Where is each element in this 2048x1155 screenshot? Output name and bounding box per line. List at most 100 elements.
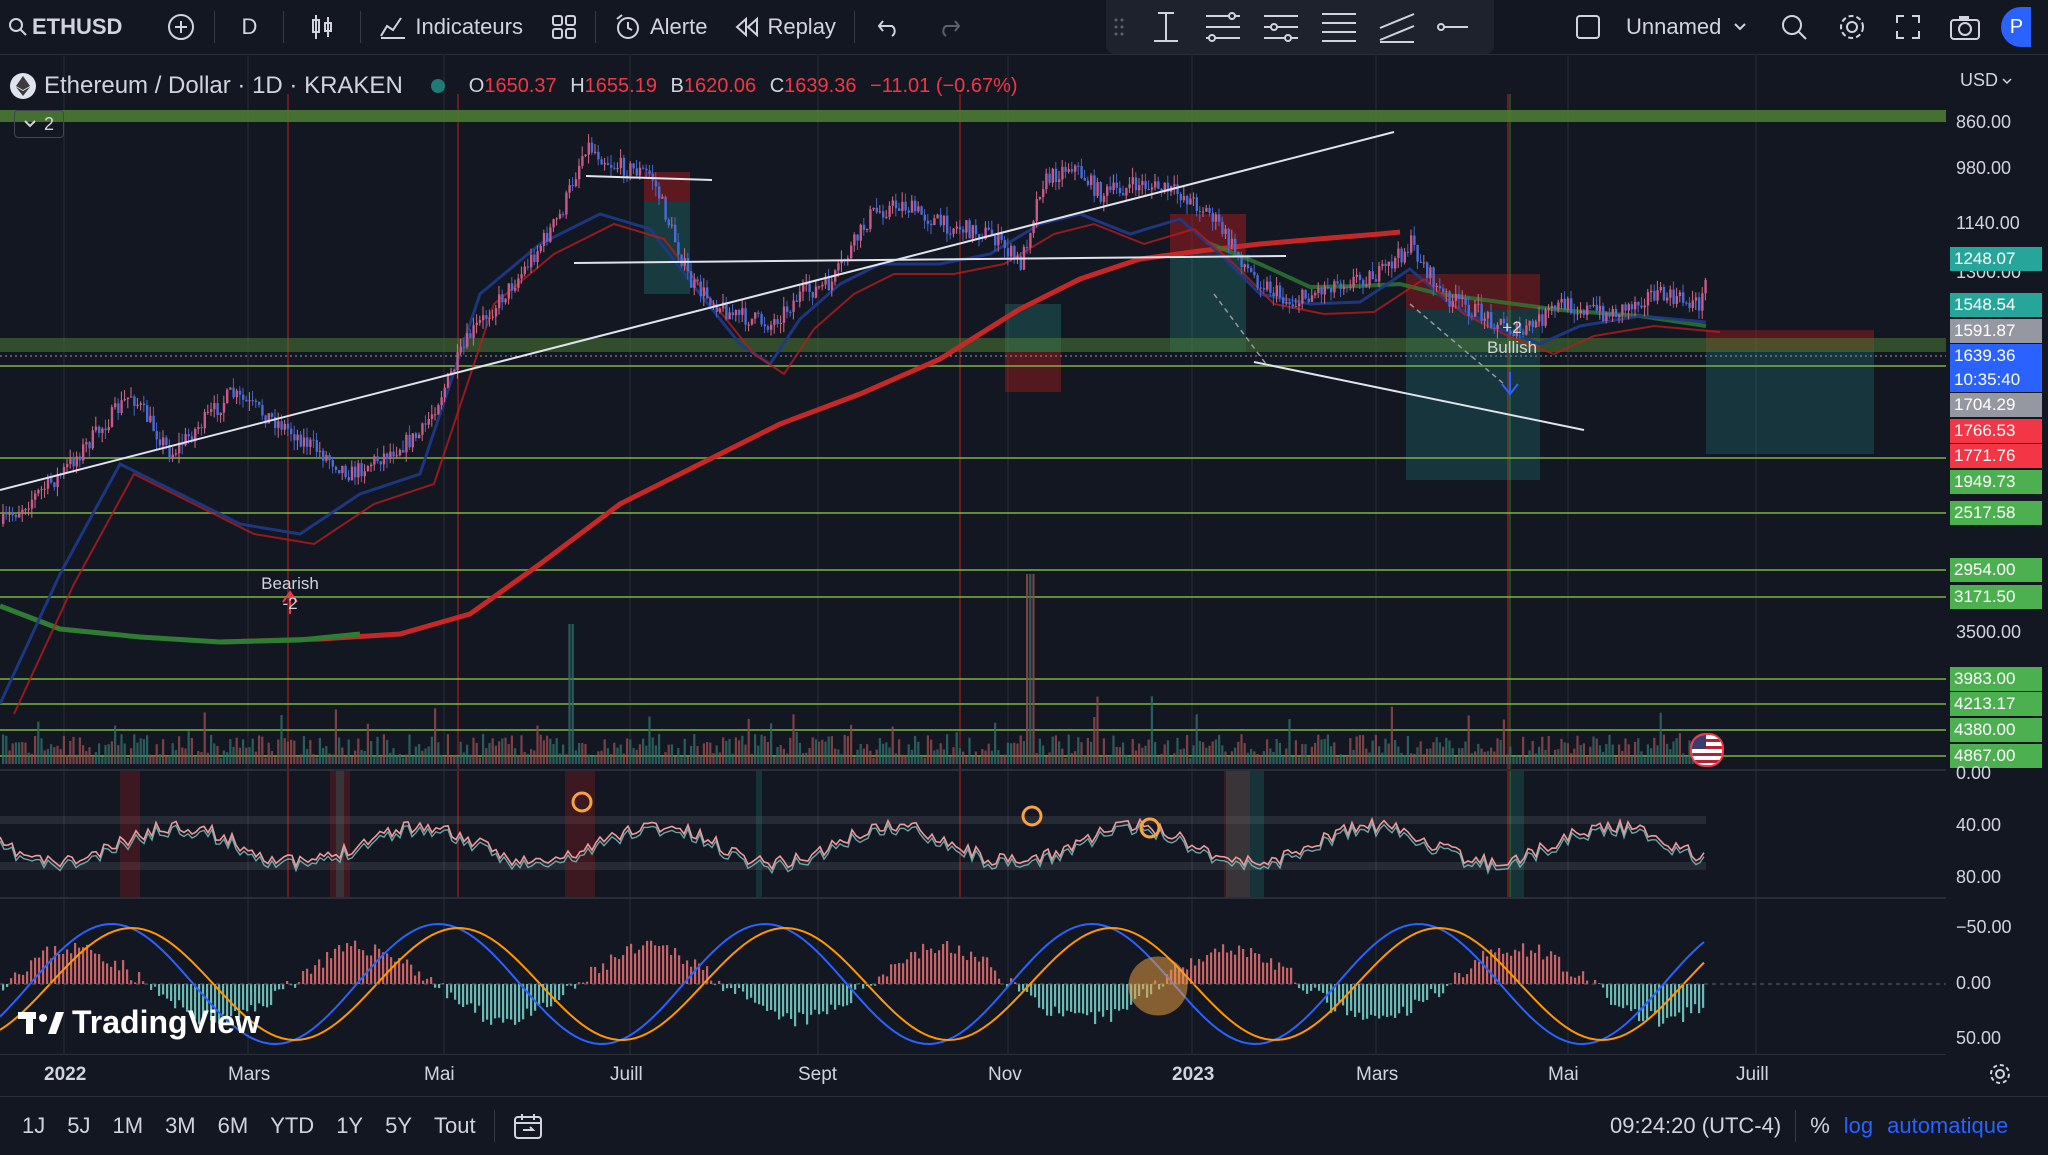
parallel-channel-icon[interactable] (1378, 10, 1416, 44)
fib-retracement-icon[interactable] (1204, 10, 1242, 44)
range-button-1y[interactable]: 1Y (336, 1113, 363, 1139)
price-chart[interactable] (0, 54, 1946, 1054)
macd-histogram-bar (434, 984, 436, 988)
volume-bar (133, 734, 135, 764)
range-button-1m[interactable]: 1M (113, 1113, 144, 1139)
candle-body (946, 216, 948, 234)
volume-bar (1096, 697, 1098, 764)
chart-type-button[interactable] (288, 0, 356, 54)
candle-body (1471, 316, 1473, 317)
indicators-button[interactable]: Indicateurs (365, 0, 537, 54)
volume-bar (597, 751, 599, 764)
horizontal-ray-icon[interactable] (1436, 17, 1470, 37)
candle-body (1084, 178, 1086, 181)
layout-button[interactable]: Unnamed (1560, 0, 1761, 54)
symbol-search-button[interactable]: ETHUSD (0, 0, 136, 54)
macd-histogram-bar (270, 984, 272, 1005)
macd-histogram-bar (1438, 984, 1440, 997)
volume-bar (200, 752, 202, 764)
macd-histogram-bar (1674, 984, 1676, 1016)
volume-bar (581, 743, 583, 764)
percent-scale-toggle[interactable]: % (1810, 1113, 1830, 1139)
candle-body (124, 399, 126, 400)
candle-body (1384, 264, 1386, 266)
candle-body (741, 308, 743, 315)
redo-button[interactable] (919, 0, 979, 54)
undo-button[interactable] (859, 0, 919, 54)
candle-body (658, 187, 660, 199)
volume-bar (1589, 747, 1591, 764)
range-button-1j[interactable]: 1J (22, 1113, 45, 1139)
fullscreen-button[interactable] (1881, 0, 1935, 54)
templates-button[interactable] (537, 0, 591, 54)
profile-button[interactable]: P (2001, 7, 2031, 47)
fib-extension-icon[interactable] (1262, 10, 1300, 44)
macd-histogram-bar (1622, 984, 1624, 1008)
candle-body (8, 514, 10, 515)
volume-bar (1042, 746, 1044, 764)
volume-bar (1570, 753, 1572, 764)
volume-bar (514, 748, 516, 764)
candle-body (204, 412, 206, 428)
macd-histogram-bar (1030, 984, 1032, 996)
redo-icon (937, 17, 961, 37)
range-button-tout[interactable]: Tout (434, 1113, 476, 1139)
range-button-5j[interactable]: 5J (67, 1113, 90, 1139)
volume-bar (1301, 744, 1303, 764)
macd-histogram-bar (1014, 982, 1016, 984)
range-button-6m[interactable]: 6M (218, 1113, 249, 1139)
candle-body (1663, 287, 1665, 301)
range-button-3m[interactable]: 3M (165, 1113, 196, 1139)
tradingview-logo[interactable]: TradingView (18, 1004, 260, 1041)
candle-body (357, 463, 359, 477)
compare-symbol-button[interactable] (152, 0, 210, 54)
candle-body (252, 400, 254, 401)
candle-body (1093, 175, 1095, 196)
volume-bar (1679, 733, 1681, 764)
candle-body (1039, 197, 1041, 199)
macd-histogram-bar (1578, 976, 1580, 984)
range-button-ytd[interactable]: YTD (270, 1113, 314, 1139)
candle-body (5, 513, 7, 514)
candle-body (1052, 169, 1054, 183)
time-axis[interactable] (0, 1054, 1946, 1097)
candle-body (488, 318, 490, 319)
log-scale-toggle[interactable]: log (1844, 1113, 1873, 1139)
go-to-date-icon[interactable] (513, 1112, 543, 1140)
candle-body (796, 301, 798, 302)
alert-button[interactable]: Alerte (600, 0, 721, 54)
replay-button[interactable]: Replay (721, 0, 849, 54)
drag-handle-icon[interactable] (1114, 16, 1124, 38)
volume-bar (530, 749, 532, 764)
economic-event-flag[interactable] (1690, 733, 1724, 767)
indicators-collapse-button[interactable]: 2 (14, 110, 64, 138)
currency-selector[interactable]: USD (1960, 70, 2012, 91)
range-button-5y[interactable]: 5Y (385, 1113, 412, 1139)
volume-bar (908, 744, 910, 764)
horizontal-lines-icon[interactable] (1320, 10, 1358, 44)
volume-bar (620, 745, 622, 764)
symbol-title[interactable]: Ethereum / Dollar · 1D · KRAKEN (44, 72, 403, 100)
settings-button[interactable] (1823, 0, 1881, 54)
candle-body (1132, 177, 1134, 184)
candle-body (888, 206, 890, 217)
auto-scale-toggle[interactable]: automatique (1887, 1113, 2008, 1139)
volume-bar (1586, 756, 1588, 764)
candle-body (341, 466, 343, 473)
volume-bar (866, 744, 868, 764)
volume-bar (744, 745, 746, 764)
candle-body (373, 456, 375, 464)
quick-search-button[interactable] (1765, 0, 1823, 54)
volume-bar (351, 757, 353, 764)
snapshot-button[interactable] (1935, 0, 1995, 54)
interval-button[interactable]: D (219, 0, 279, 54)
macd-histogram-bar (982, 957, 984, 984)
gear-icon[interactable] (1988, 1062, 2012, 1086)
macd-histogram-bar (1286, 968, 1288, 984)
macd-histogram-bar (366, 955, 368, 984)
candle-body (1330, 288, 1332, 292)
text-cursor-icon[interactable] (1150, 9, 1182, 45)
volume-bar (460, 742, 462, 764)
clock-timezone[interactable]: 09:24:20 (UTC-4) (1610, 1113, 1781, 1139)
macd-histogram-bar (314, 965, 316, 984)
